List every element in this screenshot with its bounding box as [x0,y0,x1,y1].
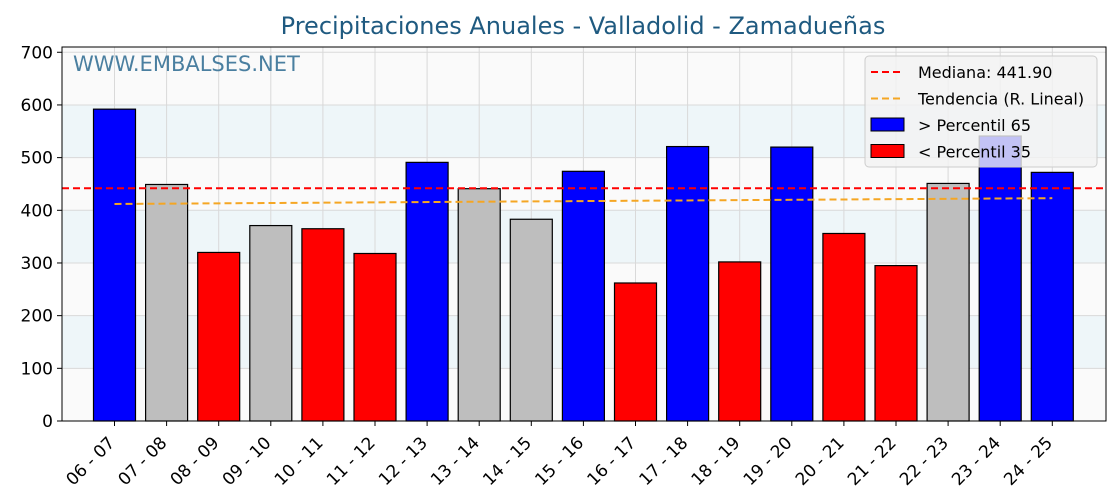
x-tick-label: 12 - 13 [375,433,432,490]
plot-frame [61,46,1107,422]
x-tick-label: 11 - 12 [323,433,380,490]
y-tick-label: 100 [21,359,53,379]
legend-swatch [870,144,905,158]
x-tick-label: 18 - 19 [688,433,745,490]
y-tick-label: 600 [21,96,53,116]
x-tick-label: 10 - 11 [271,433,328,490]
watermark: WWW.EMBALSES.NET [73,52,300,76]
x-tick-label: 21 - 22 [844,433,901,490]
chart-title: Precipitaciones Anuales - Valladolid - Z… [281,12,886,40]
x-tick-label: 23 - 24 [948,433,1005,490]
legend-label: Mediana: 441.90 [918,63,1052,82]
bar-11-12 [353,252,397,422]
legend: Mediana: 441.90 Tendencia (R. Lineal) > P… [864,55,1098,168]
x-tick-label: 24 - 25 [1000,433,1057,490]
bar-16-17 [613,282,658,422]
bar-23-24 [978,135,1022,422]
y-tick-label: 400 [21,201,53,221]
x-tick-label: 06 - 07 [62,433,119,490]
bar-24-25 [1030,171,1074,422]
legend-label: Tendencia (R. Lineal) [917,90,1084,109]
y-tick-label: 300 [21,254,53,274]
bar-08-09 [197,251,241,422]
x-tick-label: 07 - 08 [115,433,172,490]
x-tick-label: 09 - 10 [219,433,276,490]
bar-07-08 [145,183,189,422]
bar-09-10 [249,224,293,422]
x-tick-label: 08 - 09 [167,433,224,490]
y-tick-label: 200 [21,307,53,327]
bar-19-20 [770,146,814,422]
x-tick-label: 17 - 18 [636,433,693,490]
bar-21-22 [874,265,918,422]
bar-10-11 [301,228,345,422]
bar-13-14 [457,188,501,422]
legend-label: > Percentil 65 [918,116,1031,135]
legend-label: < Percentil 35 [918,143,1031,162]
x-tick-label: 14 - 15 [479,433,536,490]
x-tick-label: 20 - 21 [792,433,849,490]
trend-line [114,197,1053,205]
bar-15-16 [561,170,606,422]
y-tick-label: 0 [42,412,53,432]
y-tick-label: 500 [21,149,53,169]
y-tick-label: 700 [21,43,53,63]
x-tick-label: 22 - 23 [896,433,953,490]
bar-18-19 [718,261,762,422]
x-tick-label: 13 - 14 [427,433,484,490]
x-tick-label: 19 - 20 [740,433,797,490]
bar-14-15 [509,218,553,422]
legend-box [864,55,1098,168]
bar-22-23 [926,182,970,422]
x-tick-label: 15 - 16 [531,433,588,490]
bar-06-07 [92,108,137,422]
bar-20-21 [822,232,866,422]
bar-17-18 [665,145,710,422]
legend-swatch [870,117,905,132]
x-tick-label: 16 - 17 [583,433,640,490]
bar-12-13 [405,161,449,422]
